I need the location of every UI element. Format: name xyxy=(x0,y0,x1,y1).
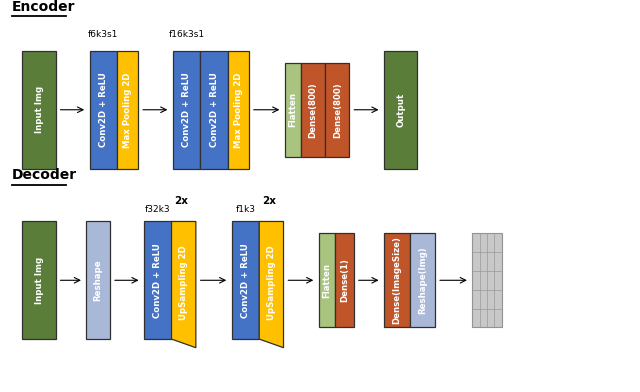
Text: f16k3s1: f16k3s1 xyxy=(168,30,205,39)
Text: f32k3: f32k3 xyxy=(145,205,171,214)
Bar xyxy=(228,51,249,169)
Text: f6k3s1: f6k3s1 xyxy=(88,30,118,39)
Text: Reshape(Img): Reshape(Img) xyxy=(418,247,427,314)
Text: Decoder: Decoder xyxy=(12,168,77,182)
Bar xyxy=(285,63,301,157)
Polygon shape xyxy=(259,221,284,348)
Text: Conv2D + ReLU: Conv2D + ReLU xyxy=(153,243,163,318)
Text: Max Pooling 2D: Max Pooling 2D xyxy=(123,72,132,147)
Text: Encoder: Encoder xyxy=(12,0,75,14)
Text: Dense(800): Dense(800) xyxy=(333,82,342,138)
Text: Output: Output xyxy=(396,93,405,127)
Bar xyxy=(384,233,410,327)
Text: f1k3: f1k3 xyxy=(236,205,255,214)
Bar xyxy=(86,221,110,339)
Bar xyxy=(90,51,117,169)
Bar xyxy=(410,233,435,327)
Bar xyxy=(319,233,335,327)
Text: 2x: 2x xyxy=(262,196,276,206)
Bar xyxy=(173,51,200,169)
Bar xyxy=(384,51,417,169)
Text: Dense(800): Dense(800) xyxy=(308,82,317,138)
Bar xyxy=(200,51,228,169)
Text: Conv2D + ReLU: Conv2D + ReLU xyxy=(99,73,108,147)
Text: Dense(ImageSize): Dense(ImageSize) xyxy=(392,236,401,324)
Bar xyxy=(232,221,259,339)
Text: Reshape: Reshape xyxy=(93,260,103,301)
Bar xyxy=(22,51,56,169)
Bar xyxy=(325,63,349,157)
Bar xyxy=(22,221,56,339)
Text: Conv2D + ReLU: Conv2D + ReLU xyxy=(241,243,250,318)
Text: Input Img: Input Img xyxy=(35,86,44,133)
Text: Conv2D + ReLU: Conv2D + ReLU xyxy=(182,73,191,147)
Bar xyxy=(301,63,325,157)
Bar xyxy=(472,233,502,327)
Text: Conv2D + ReLU: Conv2D + ReLU xyxy=(209,73,219,147)
Bar xyxy=(117,51,138,169)
Text: UpSampling 2D: UpSampling 2D xyxy=(179,245,188,320)
Text: 2x: 2x xyxy=(174,196,188,206)
Text: Flatten: Flatten xyxy=(288,92,298,127)
Text: Dense(1): Dense(1) xyxy=(340,258,349,302)
Polygon shape xyxy=(172,221,196,348)
Text: UpSampling 2D: UpSampling 2D xyxy=(267,245,276,320)
Text: Max Pooling 2D: Max Pooling 2D xyxy=(234,72,243,147)
Bar xyxy=(335,233,354,327)
Text: Flatten: Flatten xyxy=(322,263,332,298)
Bar xyxy=(144,221,172,339)
Text: Input Img: Input Img xyxy=(35,257,44,304)
